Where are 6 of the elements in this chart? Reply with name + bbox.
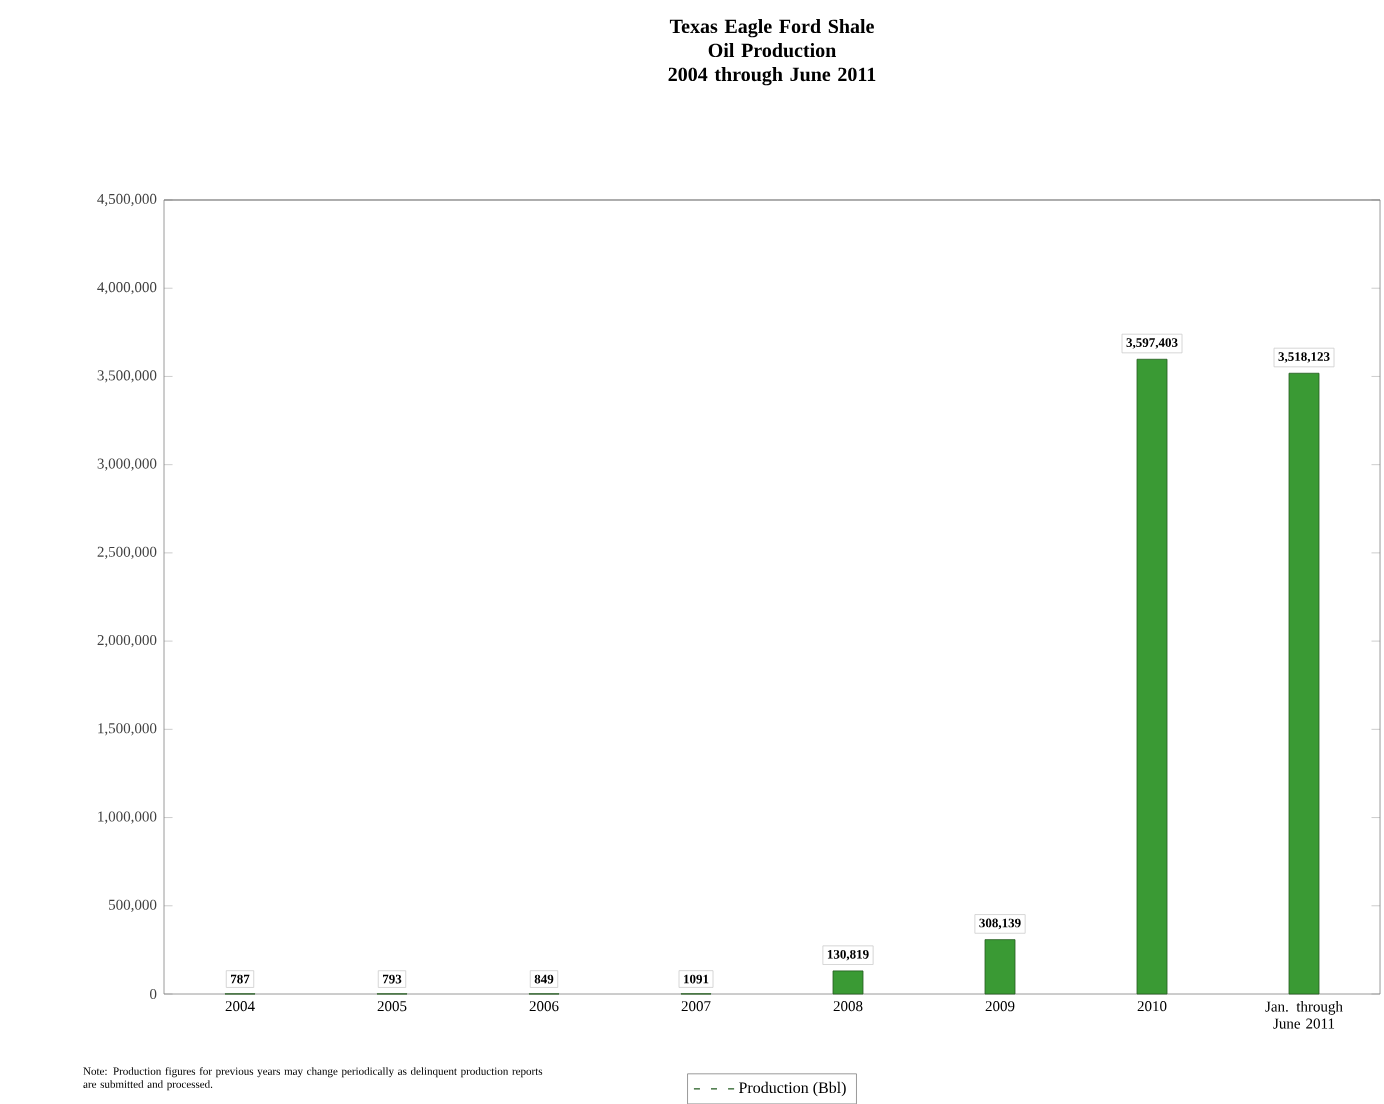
legend-label: Production (Bbl) (738, 1081, 846, 1097)
bar (832, 970, 864, 995)
bar (1288, 372, 1320, 995)
bar (984, 939, 1016, 995)
chart-title: Texas Eagle Ford Shale Oil Production 2004 through June 2011 (668, 18, 876, 86)
bar (1136, 358, 1168, 995)
